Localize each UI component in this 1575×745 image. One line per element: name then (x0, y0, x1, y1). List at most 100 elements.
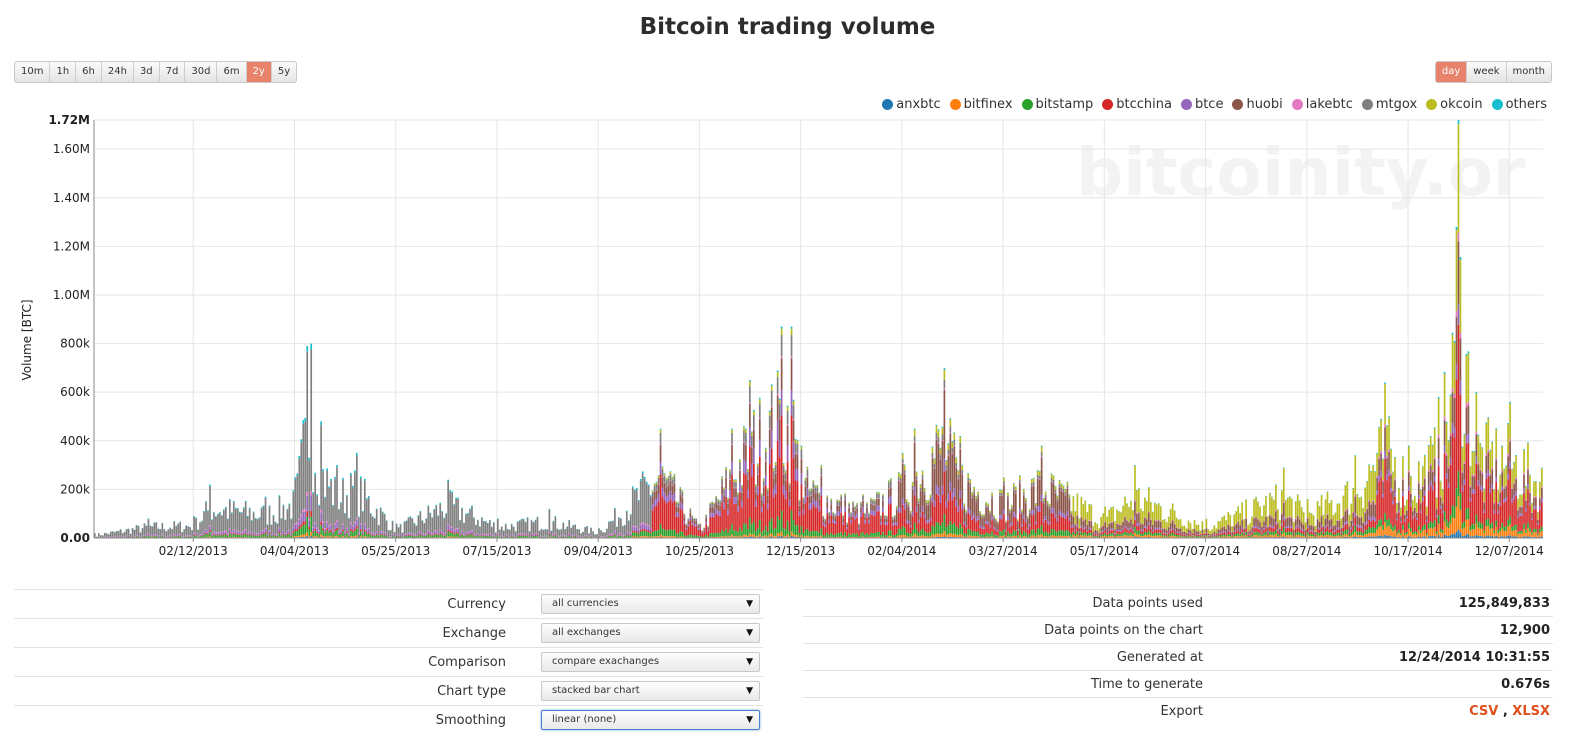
legend-item-bitfinex[interactable]: bitfinex (949, 97, 1013, 112)
bar-btcchina (461, 533, 463, 535)
bar-bitfinex (230, 537, 233, 538)
range-button-24h[interactable]: 24h (102, 62, 134, 82)
legend-item-others[interactable]: others (1491, 97, 1547, 112)
bar-btcchina (240, 534, 243, 536)
bar-lakebtc (449, 526, 451, 528)
bar-huobi (1122, 521, 1124, 529)
period-button-day[interactable]: day (1435, 62, 1468, 82)
bar-bitstamp (260, 534, 263, 538)
range-button-3d[interactable]: 3d (134, 62, 160, 82)
legend-item-btcchina[interactable]: btcchina (1102, 97, 1172, 112)
bar-bitstamp (350, 530, 352, 537)
bar-bitstamp (1032, 529, 1035, 536)
bar-others (260, 507, 263, 509)
bar-bitstamp (600, 537, 602, 538)
range-button-7d[interactable]: 7d (160, 62, 186, 82)
bar-others (772, 467, 775, 469)
bar-btce (830, 510, 833, 516)
bar-others (473, 517, 475, 519)
legend-item-lakebtc[interactable]: lakebtc (1291, 97, 1353, 112)
bar-btcchina (1181, 534, 1184, 537)
bar-btce (953, 488, 956, 497)
bar-bitfinex (435, 537, 438, 538)
bar-bitstamp (489, 536, 491, 538)
bar-okcoin (895, 506, 898, 509)
bar-btce (115, 536, 118, 537)
legend-item-anxbtc[interactable]: anxbtc (882, 97, 941, 112)
bar-bitfinex (631, 536, 634, 538)
bar-btce (256, 533, 259, 536)
range-button-6m[interactable]: 6m (217, 62, 247, 82)
bar-lakebtc (669, 480, 672, 482)
legend-item-okcoin[interactable]: okcoin (1426, 97, 1483, 112)
legend-item-bitstamp[interactable]: bitstamp (1021, 97, 1093, 112)
bar-huobi (897, 480, 900, 508)
bar-okcoin (806, 467, 809, 470)
range-button-6h[interactable]: 6h (76, 62, 102, 82)
bar-bitfinex (854, 537, 856, 538)
bar-huobi (792, 420, 795, 442)
bar-btcchina (713, 517, 715, 534)
bar-others (195, 517, 197, 519)
bar-btce (969, 510, 972, 515)
bar-bitstamp (167, 537, 170, 538)
bar-btce (520, 533, 523, 536)
bar-btce (1018, 508, 1021, 514)
bar-btcchina (520, 535, 523, 536)
bar-huobi (961, 474, 964, 504)
bar-btce (834, 521, 837, 524)
bar-bitfinex (887, 536, 890, 538)
period-button-week[interactable]: week (1467, 62, 1507, 82)
bar-btcchina (496, 535, 499, 536)
bar-mtgox (745, 433, 747, 444)
range-button-10m[interactable]: 10m (15, 62, 51, 82)
bar-okcoin (925, 500, 928, 503)
bar-others (671, 476, 674, 478)
bar-bitfinex (1001, 536, 1003, 538)
range-button-2y[interactable]: 2y (246, 62, 272, 82)
bar-bitstamp (925, 532, 928, 537)
bar-bitfinex (203, 537, 205, 538)
bar-mtgox (340, 503, 342, 530)
bar-btce (219, 532, 221, 535)
legend-item-huobi[interactable]: huobi (1232, 97, 1283, 112)
bar-others (221, 515, 223, 516)
bar-mtgox (846, 523, 848, 525)
bar-others (457, 497, 459, 499)
bar-bitstamp (500, 536, 503, 538)
bar-bitfinex (356, 535, 358, 538)
bar-mtgox (977, 494, 979, 498)
range-button-30d[interactable]: 30d (185, 62, 218, 82)
bar-bitstamp (141, 536, 144, 538)
range-button-5y[interactable]: 5y (277, 66, 291, 77)
bar-huobi (1066, 489, 1069, 512)
bar-btce (719, 511, 721, 516)
bar-btcchina (1009, 526, 1011, 534)
bar-btcchina (852, 516, 854, 534)
bar-okcoin (885, 515, 888, 517)
legend-item-btce[interactable]: btce (1180, 97, 1223, 112)
bar-btce (228, 529, 231, 533)
bar-btce (909, 525, 912, 528)
bar-btce (776, 420, 779, 441)
legend-item-mtgox[interactable]: mtgox (1361, 97, 1417, 112)
bar-others (421, 520, 424, 521)
bar-others (302, 420, 305, 424)
bar-mtgox (530, 520, 533, 534)
bar-lakebtc (729, 479, 731, 480)
bar-bitfinex (657, 536, 660, 538)
bar-huobi (780, 358, 783, 390)
bar-okcoin (913, 429, 916, 437)
bar-mtgox (834, 514, 837, 518)
bar-btcchina (411, 535, 414, 536)
bar-btce (379, 531, 382, 534)
bar-huobi (828, 515, 831, 520)
bar-anxbtc (953, 536, 956, 538)
range-button-1h[interactable]: 1h (50, 62, 77, 82)
bar-huobi (951, 453, 954, 493)
bar-mtgox (1009, 511, 1011, 513)
bar-huobi (772, 478, 775, 489)
bar-btce (306, 495, 309, 512)
period-button-month[interactable]: month (1512, 66, 1545, 77)
bar-okcoin (665, 478, 668, 481)
